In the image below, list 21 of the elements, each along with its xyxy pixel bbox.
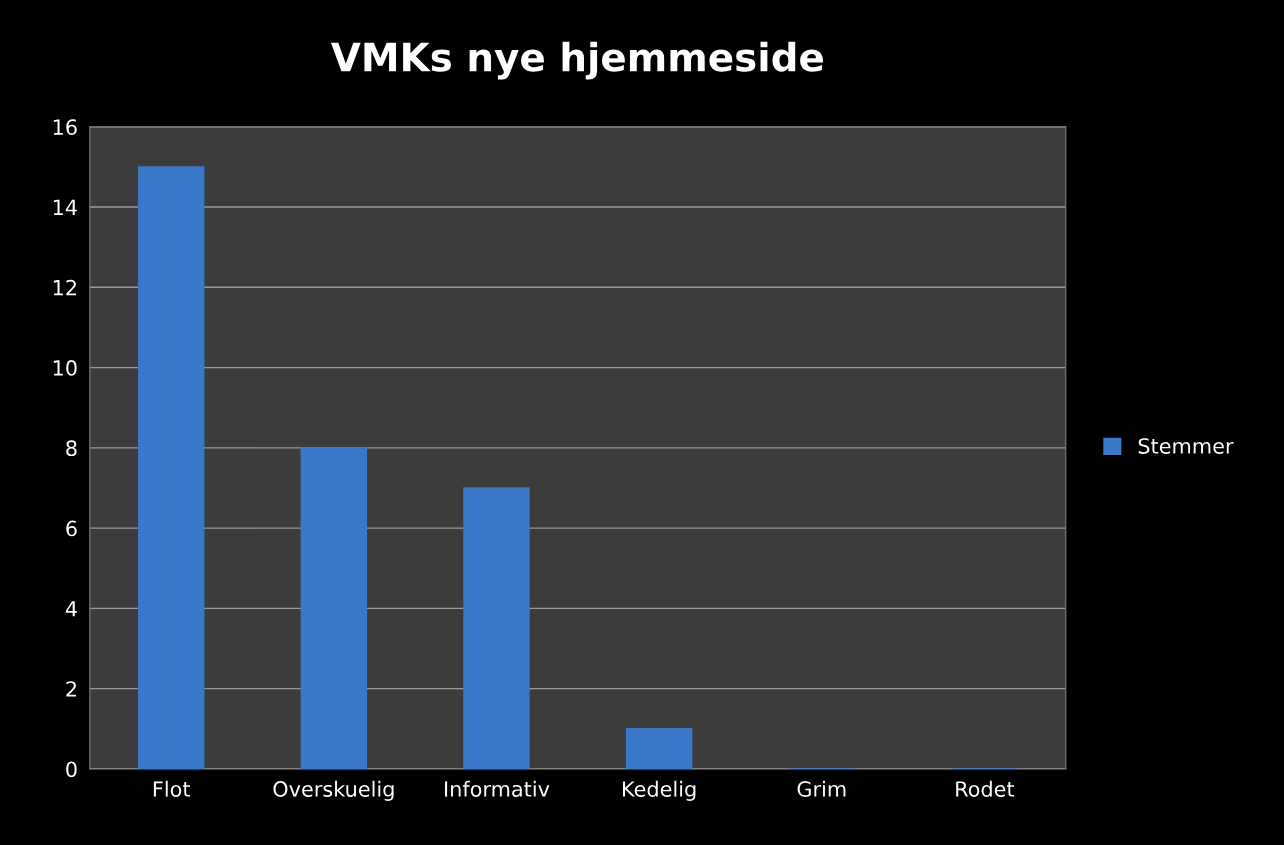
y-tick-label: 6 <box>66 520 77 537</box>
bar <box>625 728 693 769</box>
y-tick-label: 0 <box>66 761 77 778</box>
x-tick-label: Grim <box>797 780 846 797</box>
y-tick-label: 12 <box>53 279 76 296</box>
bar <box>300 447 368 769</box>
y-tick-label: 10 <box>53 360 77 376</box>
legend-label: Stemmer <box>1138 438 1234 454</box>
x-tick-label: Rodet <box>956 780 1015 797</box>
y-tick-label: 8 <box>66 440 77 457</box>
y-tick-label: 4 <box>65 601 77 617</box>
bar <box>463 487 530 769</box>
x-tick-label: Informativ <box>445 780 550 797</box>
x-tick-label: Flot <box>153 780 191 797</box>
x-tick-label: Overskuelig <box>273 780 394 801</box>
y-tick-label: 2 <box>66 681 76 697</box>
chart-title: VMKs nye hjemmeside <box>330 41 823 80</box>
y-tick-label: 14 <box>53 199 77 215</box>
y-tick-label: 16 <box>53 119 77 135</box>
x-tick-label: Kedelig <box>623 780 696 801</box>
bar <box>137 166 205 769</box>
